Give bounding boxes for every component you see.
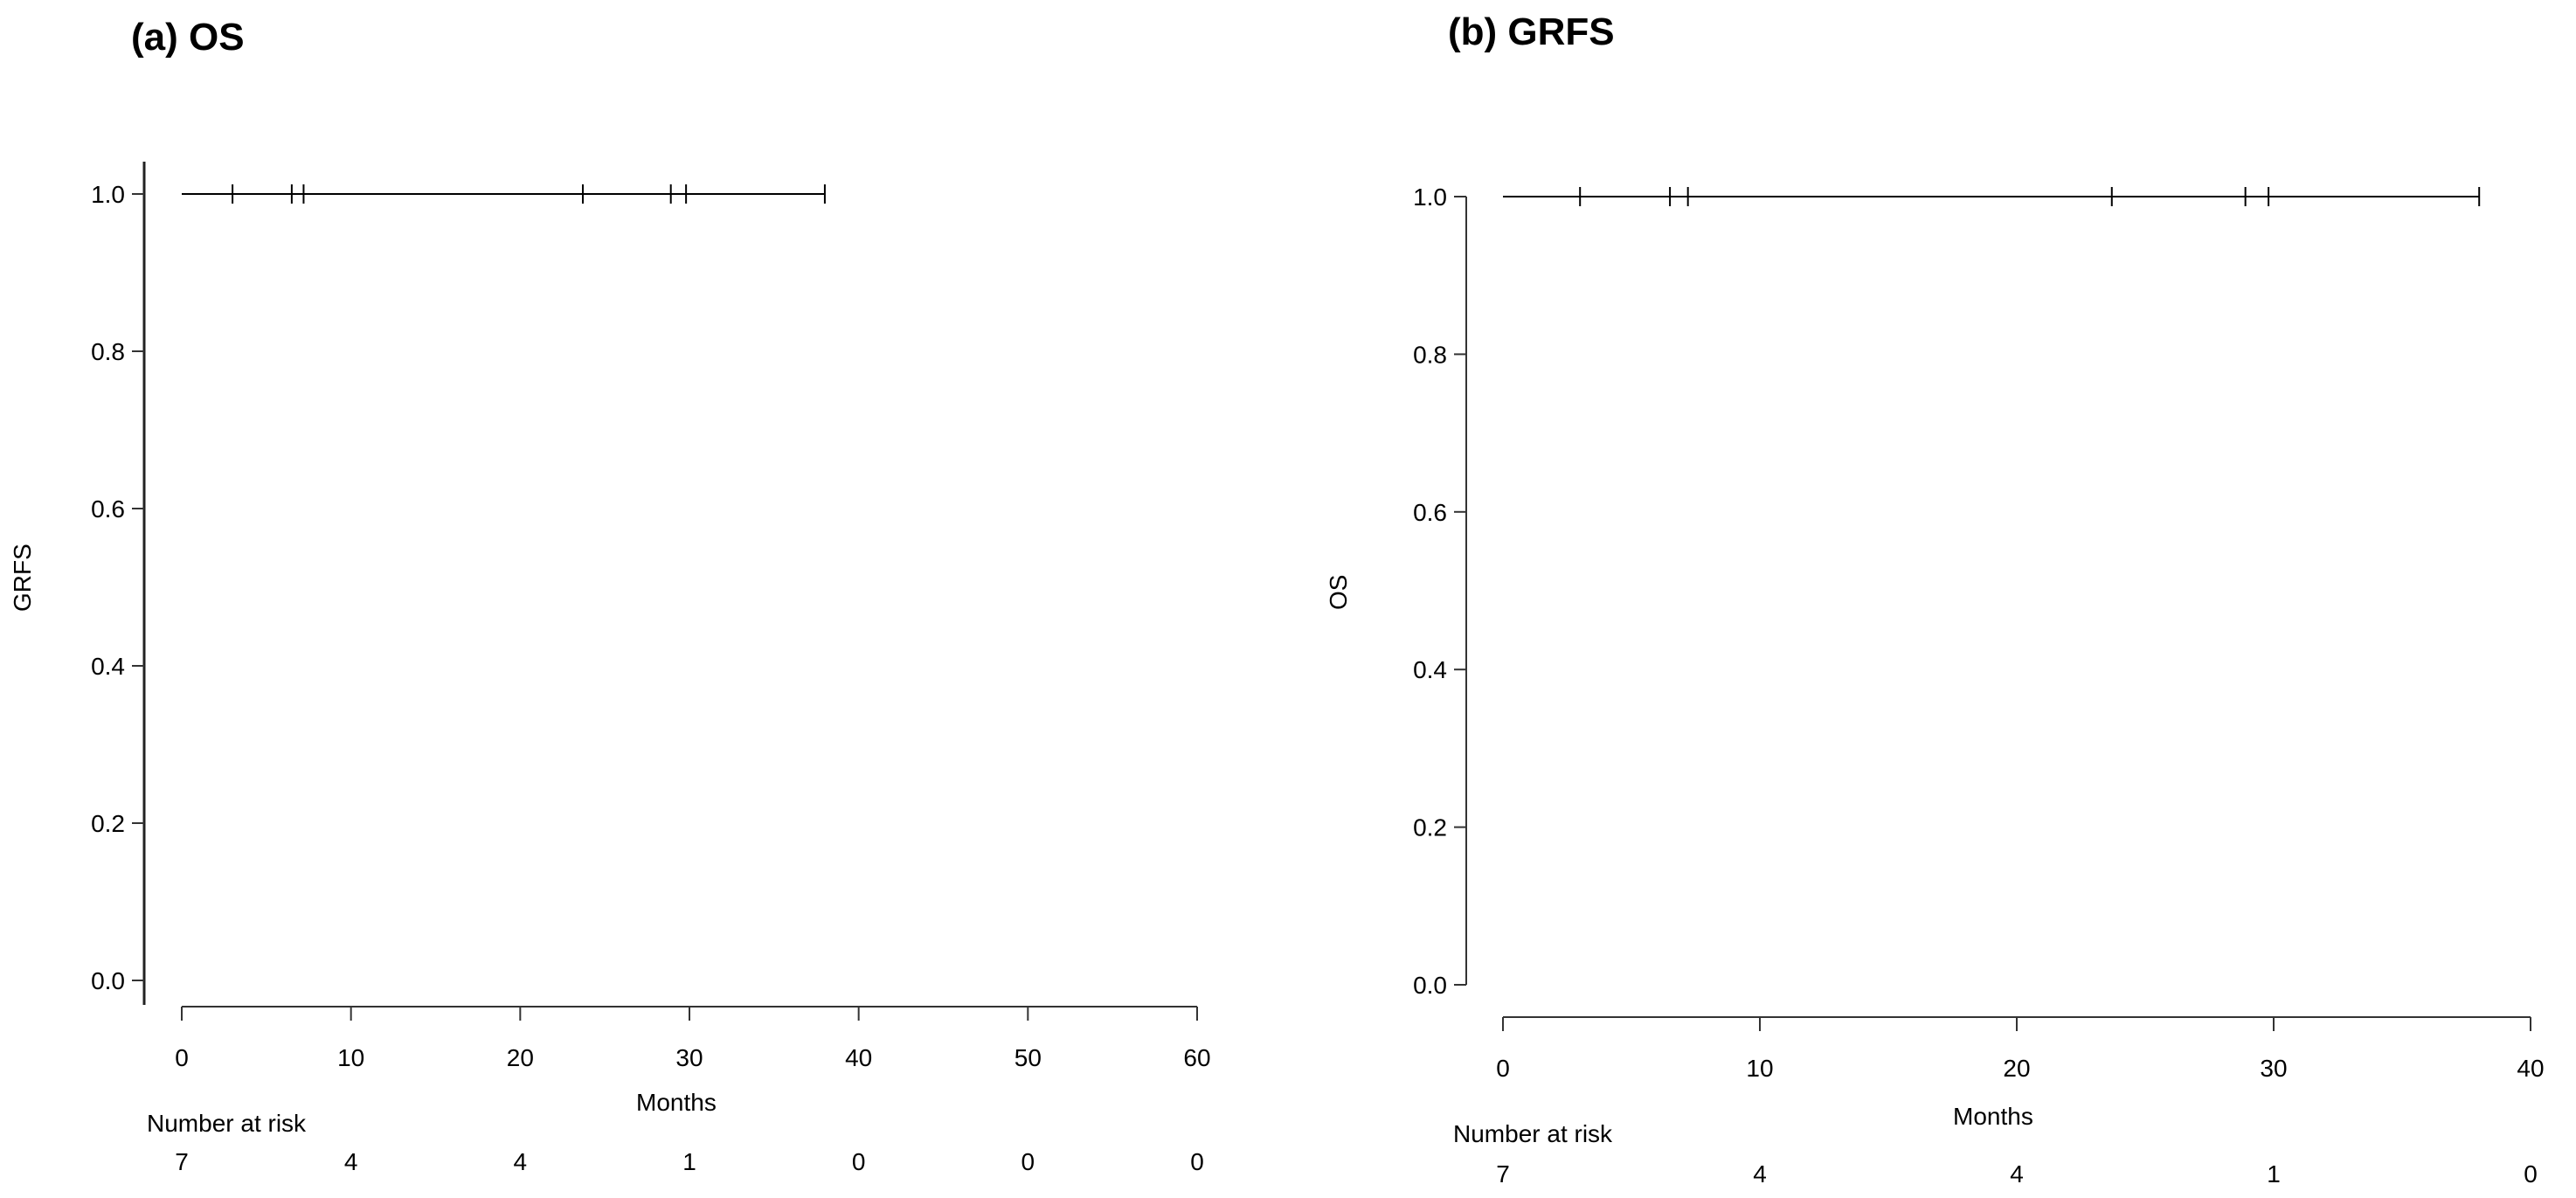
chart-b-xtick-label: 40 — [2517, 1055, 2544, 1082]
chart-a-xtick-label: 10 — [337, 1044, 364, 1071]
chart-a-xtick-label: 60 — [1183, 1044, 1210, 1071]
chart-a-xtick-label: 0 — [175, 1044, 189, 1071]
chart-a-risk-value: 0 — [851, 1148, 866, 1175]
chart-a-ytick-label: 0.4 — [91, 653, 125, 680]
chart-a-risk-value: 0 — [1021, 1148, 1035, 1175]
chart-a-ytick-label: 0.6 — [91, 495, 125, 523]
chart-b-ytick-label: 0.2 — [1413, 814, 1447, 841]
chart-a-risk-value: 4 — [343, 1148, 358, 1175]
chart-a-risk-value: 4 — [513, 1148, 528, 1175]
chart-b-risk-label: Number at risk — [1453, 1120, 1613, 1147]
chart-b-risk-value: 0 — [2524, 1160, 2538, 1188]
chart-b-ytick-label: 0.6 — [1413, 499, 1447, 526]
chart-b-xlabel: Months — [1953, 1103, 2033, 1130]
chart-b-risk-value: 4 — [1753, 1160, 1767, 1188]
chart-b-risk-value: 4 — [2010, 1160, 2024, 1188]
chart-b-title: (b) GRFS — [1448, 10, 1615, 53]
chart-b-xtick-label: 0 — [1496, 1055, 1510, 1082]
chart-a-ytick-label: 0.2 — [91, 810, 125, 837]
chart-a-ytick-label: 1.0 — [91, 181, 125, 208]
chart-a-xtick-label: 40 — [845, 1044, 872, 1071]
chart-a-xtick-label: 30 — [675, 1044, 703, 1071]
chart-b-ytick-label: 1.0 — [1413, 184, 1447, 211]
chart-a-risk-label: Number at risk — [147, 1110, 307, 1137]
chart-b-xtick-label: 20 — [2003, 1055, 2030, 1082]
chart-a-xtick-label: 20 — [507, 1044, 534, 1071]
chart-a-xlabel: Months — [636, 1089, 717, 1116]
chart-b-ytick-label: 0.8 — [1413, 341, 1447, 368]
chart-a-title: (a) OS — [131, 16, 245, 59]
chart-a-risk-value: 1 — [682, 1148, 696, 1175]
chart-b-risk-value: 1 — [2267, 1160, 2281, 1188]
chart-b-xtick-label: 10 — [1746, 1055, 1773, 1082]
chart-a-risk-value: 7 — [175, 1148, 189, 1175]
chart-b-ytick-label: 0.4 — [1413, 656, 1447, 683]
chart-b-risk-value: 7 — [1496, 1160, 1510, 1188]
chart-a-ytick-label: 0.0 — [91, 967, 125, 994]
chart-a-ytick-label: 0.8 — [91, 338, 125, 365]
chart-a-xtick-label: 50 — [1014, 1044, 1042, 1071]
chart-b-xtick-label: 30 — [2260, 1055, 2287, 1082]
chart-b-ytick-label: 0.0 — [1413, 972, 1447, 999]
chart-a-risk-value: 0 — [1190, 1148, 1204, 1175]
